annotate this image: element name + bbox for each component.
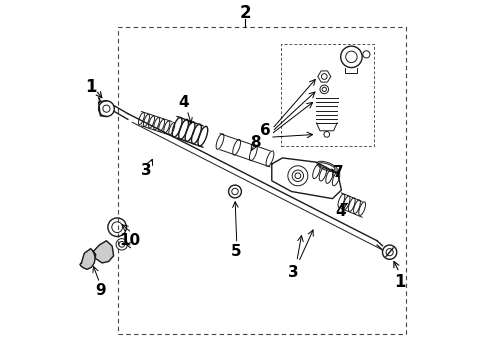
Text: 8: 8 <box>250 135 260 150</box>
Polygon shape <box>80 249 96 269</box>
Text: 5: 5 <box>231 244 242 259</box>
Text: 9: 9 <box>95 283 106 298</box>
Polygon shape <box>93 241 114 263</box>
Text: 6: 6 <box>260 123 271 138</box>
Text: 7: 7 <box>333 165 344 180</box>
Text: 1: 1 <box>85 78 97 96</box>
Bar <box>118 27 406 334</box>
Text: 4: 4 <box>178 95 189 110</box>
Text: 2: 2 <box>239 4 251 22</box>
Text: 3: 3 <box>142 163 152 177</box>
Polygon shape <box>272 158 342 199</box>
Text: 1: 1 <box>394 273 406 291</box>
Text: 4: 4 <box>335 204 346 219</box>
Bar <box>281 44 373 146</box>
Text: 10: 10 <box>120 233 141 248</box>
Text: 3: 3 <box>288 265 298 280</box>
